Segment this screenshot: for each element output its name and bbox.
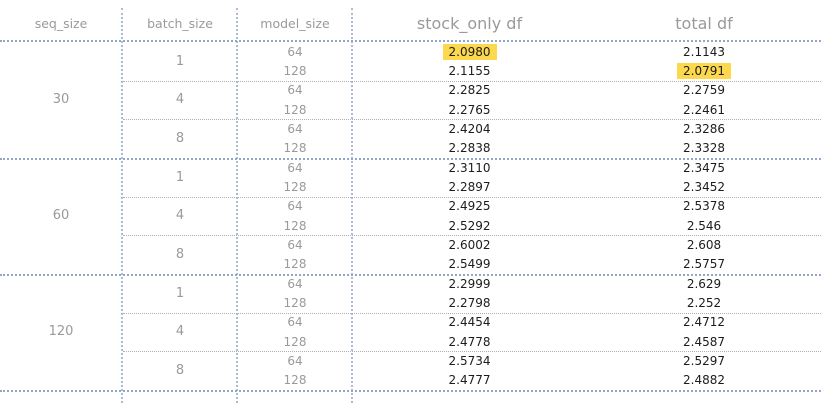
batch-separator bbox=[123, 312, 821, 314]
highlighted-value: 2.0791 bbox=[677, 62, 731, 79]
stock-only-value: 2.5292 bbox=[448, 218, 491, 233]
header-model-size: model_size bbox=[260, 15, 330, 31]
stock-only-value: 2.2838 bbox=[448, 141, 491, 156]
header-stock-only-df: stock_only df bbox=[416, 13, 523, 33]
model-size-cell: 64 bbox=[287, 315, 303, 330]
total-value: 2.4882 bbox=[683, 373, 725, 388]
model-size-cell: 128 bbox=[283, 373, 307, 388]
total-value: 2.5378 bbox=[683, 199, 725, 214]
stock-only-value: 2.2999 bbox=[448, 276, 491, 291]
batch-size-cell: 8 bbox=[175, 363, 185, 379]
total-value: 2.546 bbox=[686, 218, 722, 233]
highlighted-value: 2.0980 bbox=[442, 43, 497, 60]
batch-size-cell: 8 bbox=[175, 131, 185, 147]
column-divider bbox=[351, 8, 353, 403]
stock-only-value: 2.0980 bbox=[353, 42, 586, 61]
stock-only-value: 2.4777 bbox=[448, 373, 491, 388]
batch-size-cell: 1 bbox=[175, 169, 185, 185]
batch-size-cell: 1 bbox=[175, 285, 185, 301]
stock-only-value: 2.6002 bbox=[448, 237, 491, 252]
model-size-cell: 128 bbox=[283, 295, 307, 310]
stock-only-value: 2.5499 bbox=[448, 257, 491, 272]
model-size-cell: 64 bbox=[287, 44, 303, 59]
total-value: 2.252 bbox=[686, 295, 722, 310]
model-size-cell: 128 bbox=[283, 257, 307, 272]
batch-size-cell: 4 bbox=[175, 92, 185, 108]
stock-only-value: 2.5734 bbox=[448, 353, 491, 368]
total-value: 2.2461 bbox=[683, 102, 725, 117]
group-separator bbox=[0, 40, 821, 42]
model-size-cell: 128 bbox=[283, 218, 307, 233]
total-value: 2.3328 bbox=[683, 141, 725, 156]
model-size-cell: 64 bbox=[287, 276, 303, 291]
total-value: 2.5757 bbox=[683, 257, 725, 272]
seq-size-cell: 30 bbox=[52, 92, 70, 108]
header-seq-size: seq_size bbox=[34, 15, 88, 31]
stock-only-value: 2.4454 bbox=[448, 315, 491, 330]
stock-only-value: 2.2897 bbox=[448, 179, 491, 194]
total-value: 2.4587 bbox=[683, 334, 725, 349]
total-value: 2.3475 bbox=[683, 160, 725, 175]
batch-separator bbox=[123, 119, 821, 121]
stock-only-value: 2.4925 bbox=[448, 199, 491, 214]
total-value: 2.5297 bbox=[683, 353, 725, 368]
stock-only-value: 2.2798 bbox=[448, 295, 491, 310]
batch-size-cell: 4 bbox=[175, 324, 185, 340]
stock-only-value: 2.2825 bbox=[448, 83, 491, 98]
seq-size-cell: 60 bbox=[52, 208, 70, 224]
batch-size-cell: 4 bbox=[175, 208, 185, 224]
stock-only-value: 2.1155 bbox=[448, 63, 491, 78]
batch-separator bbox=[123, 351, 821, 353]
total-value: 2.629 bbox=[686, 276, 722, 291]
batch-size-cell: 1 bbox=[175, 53, 185, 69]
model-size-cell: 64 bbox=[287, 83, 303, 98]
model-size-cell: 64 bbox=[287, 160, 303, 175]
model-size-cell: 64 bbox=[287, 237, 303, 252]
group-separator bbox=[0, 157, 821, 160]
model-size-cell: 128 bbox=[283, 102, 307, 117]
batch-size-cell: 8 bbox=[175, 247, 185, 263]
model-size-cell: 128 bbox=[283, 179, 307, 194]
model-size-cell: 64 bbox=[287, 199, 303, 214]
batch-separator bbox=[123, 80, 821, 82]
stock-only-value: 2.3110 bbox=[448, 160, 491, 175]
total-value: 2.3452 bbox=[683, 179, 725, 194]
group-separator bbox=[0, 389, 821, 392]
batch-separator bbox=[123, 235, 821, 237]
total-value: 2.608 bbox=[686, 237, 722, 252]
model-size-cell: 128 bbox=[283, 63, 307, 78]
stock-only-value: 2.4778 bbox=[448, 334, 491, 349]
header-batch-size: batch_size bbox=[147, 15, 213, 31]
batch-separator bbox=[123, 196, 821, 198]
model-size-cell: 128 bbox=[283, 141, 307, 156]
header-total-df: total df bbox=[675, 13, 733, 33]
seq-size-cell: 120 bbox=[48, 324, 74, 340]
stock-only-value: 2.4204 bbox=[448, 121, 491, 136]
total-value: 2.1143 bbox=[683, 44, 725, 59]
group-separator bbox=[0, 273, 821, 276]
total-value: 2.3286 bbox=[683, 121, 725, 136]
total-value: 2.2759 bbox=[683, 83, 725, 98]
model-size-cell: 64 bbox=[287, 121, 303, 136]
model-size-cell: 64 bbox=[287, 353, 303, 368]
model-size-cell: 128 bbox=[283, 334, 307, 349]
total-value: 2.0791 bbox=[587, 61, 821, 80]
column-divider bbox=[236, 8, 238, 403]
total-value: 2.4712 bbox=[683, 315, 725, 330]
column-divider bbox=[121, 8, 123, 403]
stock-only-value: 2.2765 bbox=[448, 102, 491, 117]
